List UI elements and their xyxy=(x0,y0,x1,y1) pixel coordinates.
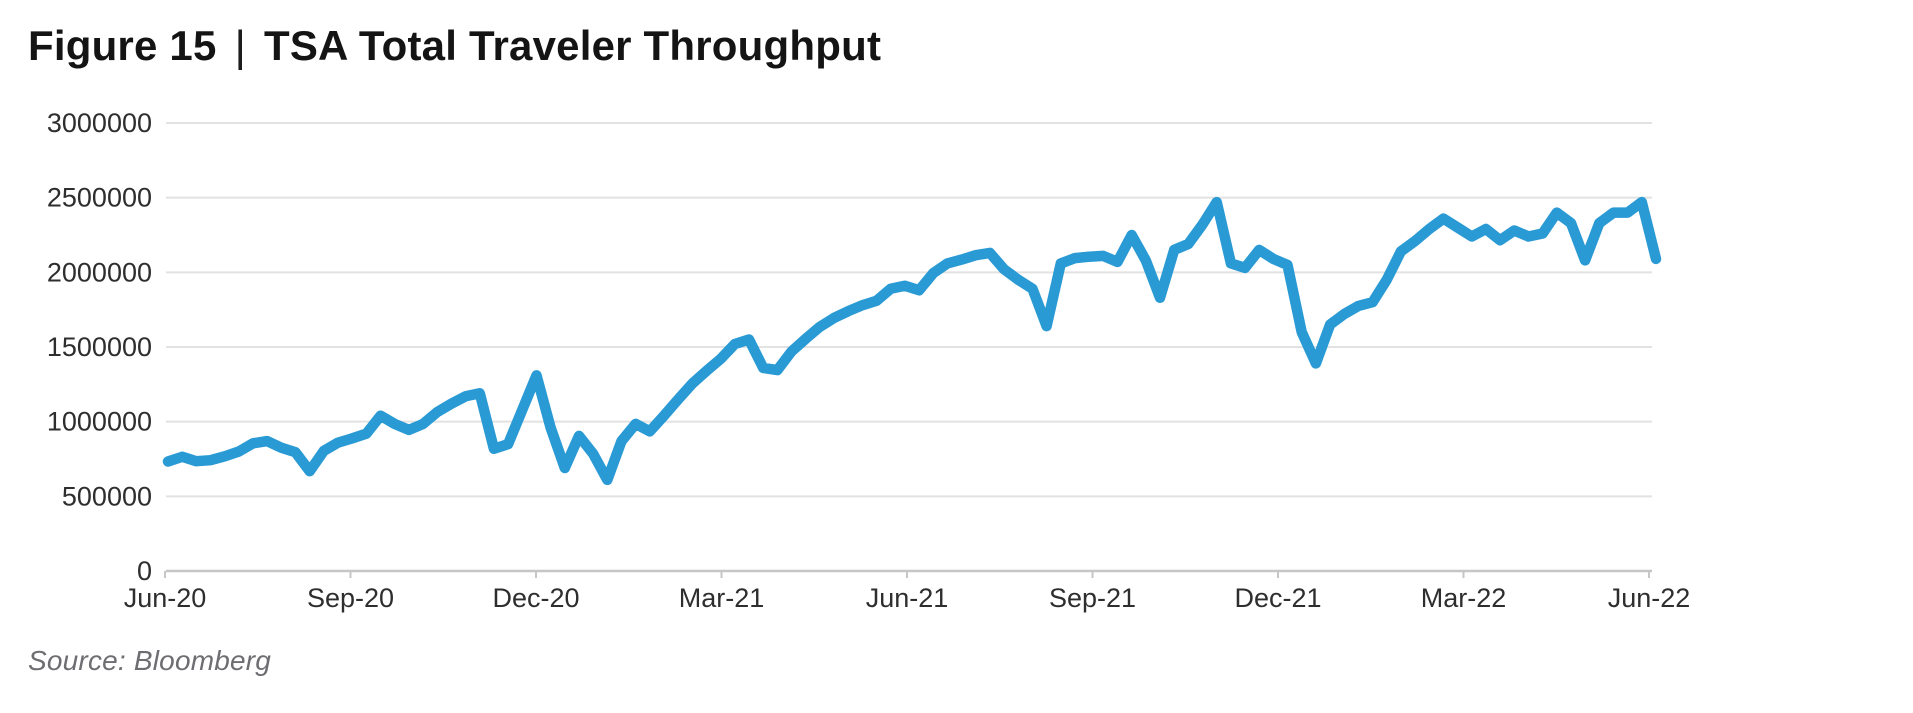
x-tick-label: Jun-21 xyxy=(866,583,949,613)
x-tick-label: Mar-22 xyxy=(1421,583,1507,613)
x-tick-label: Dec-21 xyxy=(1234,583,1321,613)
chart-title: TSA Total Traveler Throughput xyxy=(263,22,882,69)
y-tick-label: 2000000 xyxy=(47,257,152,287)
y-tick-label: 3000000 xyxy=(47,108,152,138)
x-tick-label: Jun-22 xyxy=(1608,583,1691,613)
y-tick-label: 500000 xyxy=(62,481,152,511)
x-tick-label: Dec-20 xyxy=(492,583,579,613)
source-credit: Source: Bloomberg xyxy=(28,645,272,676)
title-separator-bar: | xyxy=(234,22,246,71)
figure-number-label: Figure 15 xyxy=(28,22,217,69)
y-tick-label: 2500000 xyxy=(47,183,152,213)
y-tick-label: 1000000 xyxy=(47,407,152,437)
x-tick-label: Mar-21 xyxy=(679,583,765,613)
y-tick-label: 1500000 xyxy=(47,332,152,362)
y-tick-label: 0 xyxy=(137,556,152,586)
x-tick-label: Sep-21 xyxy=(1049,583,1136,613)
throughput-line-series xyxy=(162,196,1662,486)
x-tick-label: Jun-20 xyxy=(124,583,207,613)
figure-title-row: Figure 15 | TSA Total Traveler Throughpu… xyxy=(28,22,882,71)
x-tick-label: Sep-20 xyxy=(307,583,394,613)
